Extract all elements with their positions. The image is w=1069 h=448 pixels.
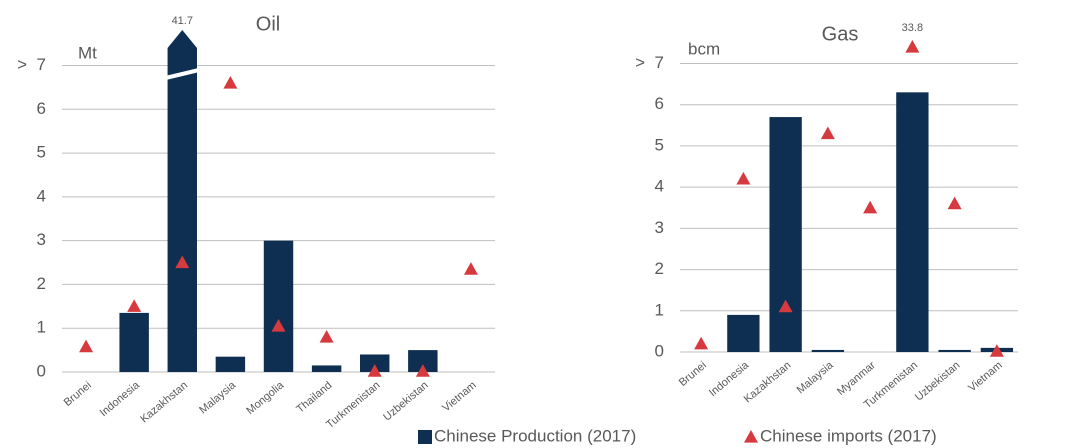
- marker: [127, 299, 142, 312]
- y-tick-label: 2: [655, 259, 664, 278]
- bar: [167, 30, 197, 372]
- legend-swatch: [744, 430, 758, 443]
- x-tick-label: Malaysia: [795, 359, 837, 397]
- marker: [905, 40, 920, 53]
- x-tick-label: Vietnam: [440, 379, 478, 414]
- y-tick-label: 4: [37, 186, 46, 205]
- chart-title: Oil: [256, 13, 280, 35]
- unit-label: bcm: [688, 39, 720, 58]
- bar: [119, 312, 149, 372]
- marker: [863, 200, 878, 214]
- y-tick-label: 1: [37, 318, 46, 337]
- y-tick-label: 0: [655, 341, 664, 360]
- marker: [463, 262, 478, 275]
- x-tick-label: Uzbekistan: [913, 359, 962, 403]
- bar: [811, 349, 845, 352]
- marker: [319, 329, 334, 343]
- bar: [215, 356, 246, 372]
- x-tick-label: Myanmar: [835, 359, 878, 398]
- marker: [989, 344, 1004, 357]
- x-tick-label: Brunei: [677, 359, 709, 389]
- marker: [694, 336, 709, 350]
- bar: [769, 117, 802, 352]
- y-tick-label: 1: [655, 300, 664, 319]
- x-tick-label: Malaysia: [197, 379, 239, 417]
- x-tick-label: Brunei: [62, 379, 94, 409]
- y-tick-label: 6: [655, 94, 664, 113]
- value-label: 41.7: [172, 15, 193, 27]
- x-tick-label: Thailand: [294, 379, 334, 415]
- marker: [778, 299, 793, 313]
- bar: [311, 365, 342, 372]
- bar: [360, 354, 390, 372]
- y-tick-label: > 7: [635, 53, 664, 72]
- chart-title: Gas: [822, 23, 859, 45]
- bar: [938, 349, 971, 352]
- value-label: 33.8: [902, 22, 923, 34]
- y-tick-label: > 7: [17, 55, 46, 74]
- x-tick-label: Uzbekistan: [381, 379, 430, 423]
- y-tick-label: 5: [37, 143, 46, 162]
- x-tick-label: Vietnam: [966, 359, 1004, 394]
- x-tick-label: Kazakhstan: [742, 359, 794, 405]
- legend-swatch: [418, 430, 432, 444]
- axis-break: [165, 68, 200, 80]
- y-tick-label: 0: [37, 361, 46, 380]
- y-tick-label: 3: [37, 230, 46, 249]
- x-tick-label: Mongolia: [244, 379, 287, 417]
- marker: [415, 364, 430, 377]
- legend-label: Chinese imports (2017): [760, 426, 937, 445]
- marker: [223, 76, 238, 89]
- marker: [947, 196, 962, 210]
- y-tick-label: 6: [37, 99, 46, 118]
- bar: [408, 350, 438, 372]
- bar: [896, 92, 929, 353]
- marker: [271, 319, 286, 332]
- x-tick-label: Kazakhstan: [138, 379, 190, 425]
- marker: [820, 126, 835, 140]
- marker: [736, 171, 751, 185]
- bar: [263, 240, 294, 372]
- marker: [79, 339, 94, 353]
- y-tick-label: 2: [37, 274, 46, 293]
- x-tick-label: Indonesia: [98, 379, 143, 419]
- y-tick-label: 5: [655, 135, 664, 154]
- y-tick-label: 3: [655, 218, 664, 237]
- marker: [175, 255, 190, 269]
- unit-label: Mt: [78, 43, 97, 62]
- y-tick-label: 4: [655, 177, 664, 196]
- legend-label: Chinese Production (2017): [434, 426, 636, 445]
- bar: [727, 314, 760, 352]
- marker: [367, 364, 382, 377]
